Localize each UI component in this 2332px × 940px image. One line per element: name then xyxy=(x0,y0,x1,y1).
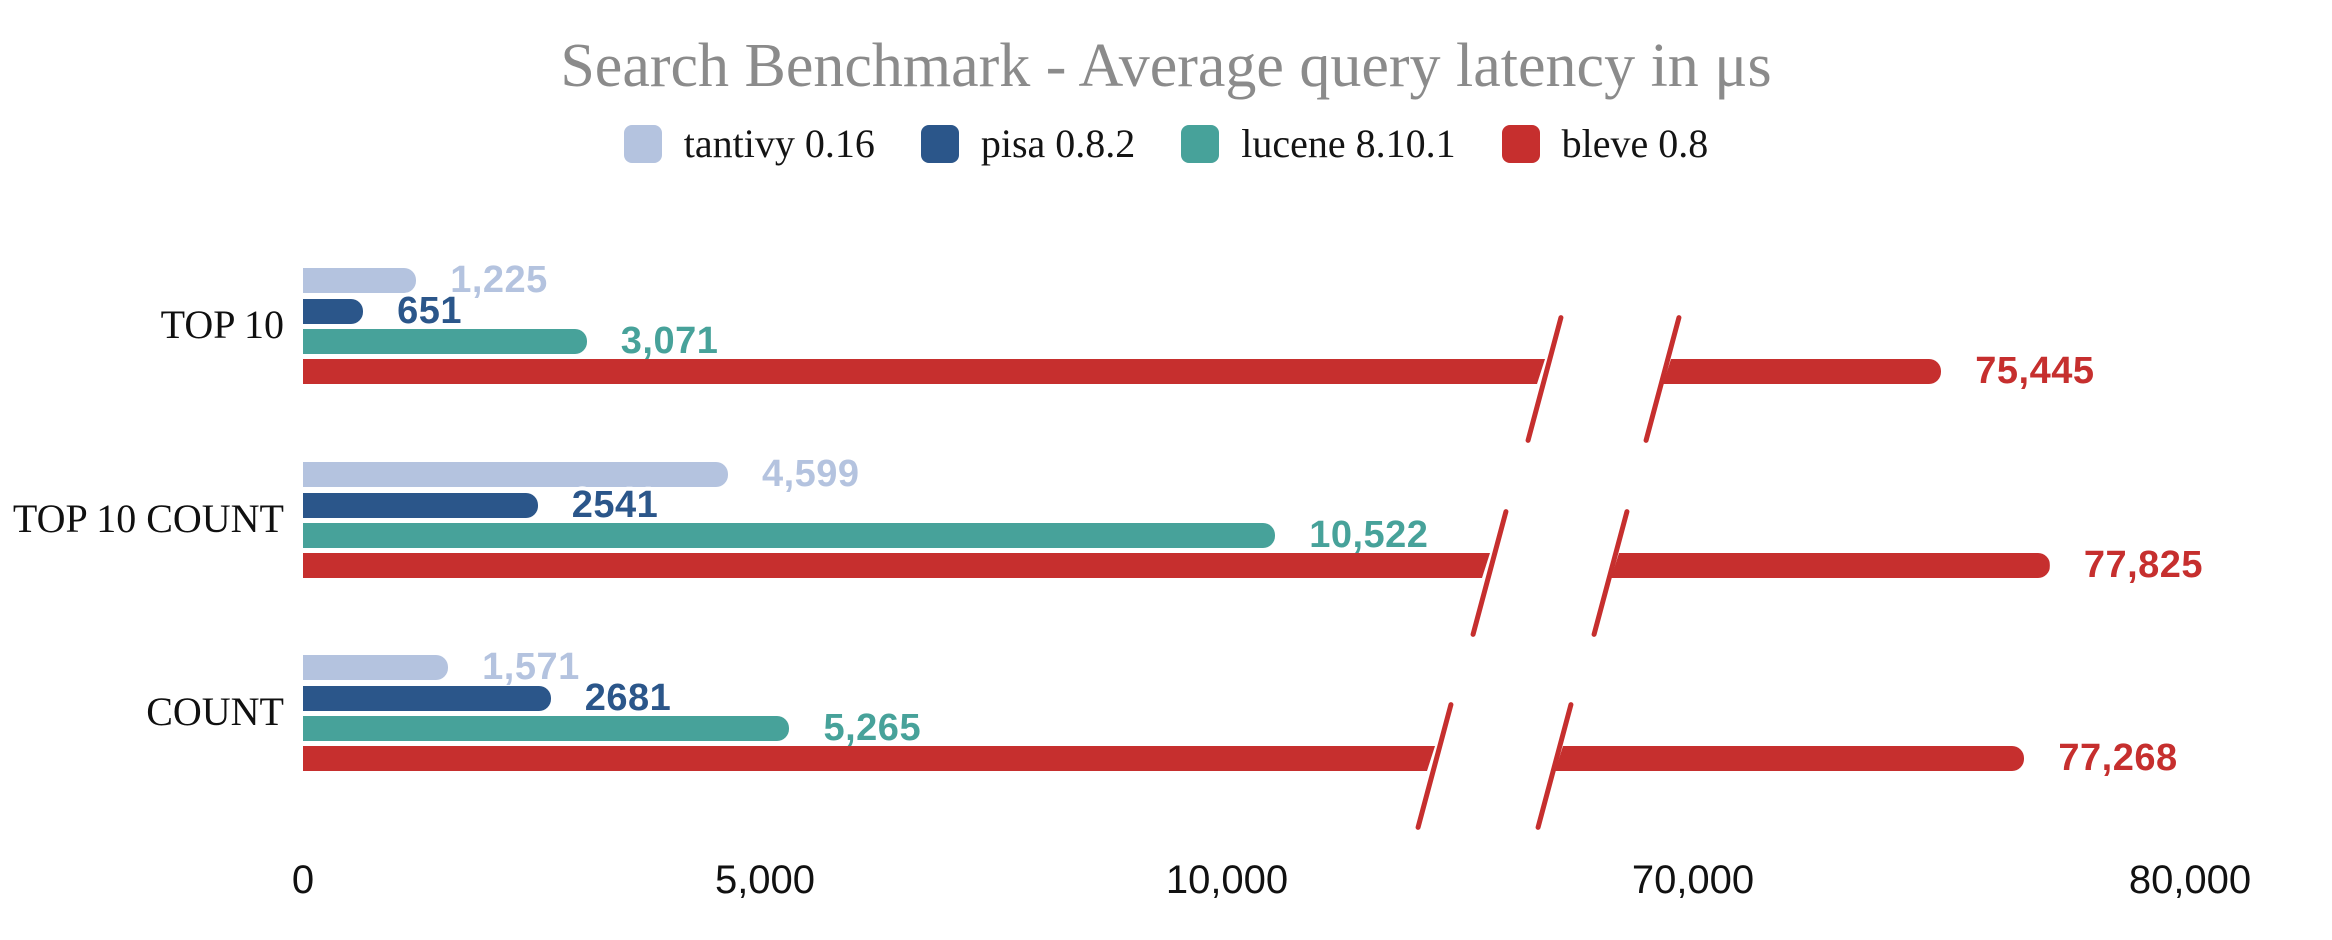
category-label-top-10-count: TOP 10 COUNT xyxy=(12,496,284,541)
legend-label-bleve-0-8: bleve 0.8 xyxy=(1561,121,1709,166)
bar-bleve-0-8-count-segment-1 xyxy=(303,746,1435,771)
bar-tantivy-0-16-top-10 xyxy=(303,268,417,293)
legend-item-tantivy-0-16: tantivy 0.16 xyxy=(623,120,875,167)
bar-bleve-0-8-top-10-count-segment-1 xyxy=(303,553,1490,578)
bar-bleve-0-8-count-segment-2 xyxy=(1555,746,2025,771)
x-tick-5-000: 5,000 xyxy=(714,858,816,902)
bar-pisa-0-8-2-top-10-count xyxy=(303,493,538,518)
value-label-tantivy-0-16-top-10-count: 4,599 xyxy=(761,453,860,495)
value-label-bleve-0-8-count: 77,268 xyxy=(2058,737,2178,779)
value-label-pisa-0-8-2-top-10-count: 2541 xyxy=(571,484,659,526)
bar-bleve-0-8-top-10-segment-1 xyxy=(303,359,1545,384)
value-label-tantivy-0-16-top-10: 1,225 xyxy=(450,259,548,301)
legend-swatch-tantivy-0-16 xyxy=(623,124,662,163)
value-label-bleve-0-8-top-10-count: 77,825 xyxy=(2083,544,2204,586)
value-label-bleve-0-8-top-10: 75,445 xyxy=(1975,350,2095,392)
bar-lucene-8-10-1-top-10-count xyxy=(303,523,1276,548)
legend-item-bleve-0-8: bleve 0.8 xyxy=(1501,120,1709,167)
legend: tantivy 0.16 pisa 0.8.2 lucene 8.10.1 bleve… xyxy=(0,120,2332,167)
bar-bleve-0-8-top-10-segment-2 xyxy=(1663,359,1942,384)
x-tick-80-000: 80,000 xyxy=(2128,858,2252,902)
value-label-lucene-8-10-1-count: 5,265 xyxy=(823,707,922,749)
value-label-pisa-0-8-2-count: 2681 xyxy=(584,677,672,719)
legend-label-lucene-8-10-1: lucene 8.10.1 xyxy=(1241,121,1456,166)
legend-swatch-lucene-8-10-1 xyxy=(1181,124,1220,163)
bar-tantivy-0-16-top-10-count xyxy=(303,462,728,487)
bar-pisa-0-8-2-count xyxy=(303,686,551,711)
bar-tantivy-0-16-count xyxy=(303,655,449,680)
category-label-top-10: TOP 10 xyxy=(160,302,284,347)
legend-item-pisa-0-8-2: pisa 0.8.2 xyxy=(920,120,1136,167)
value-label-tantivy-0-16-count: 1,571 xyxy=(482,646,580,688)
legend-label-tantivy-0-16: tantivy 0.16 xyxy=(683,121,875,166)
bar-lucene-8-10-1-top-10 xyxy=(303,329,587,354)
x-tick-0: 0 xyxy=(291,858,315,902)
value-label-lucene-8-10-1-top-10-count: 10,522 xyxy=(1309,514,1429,556)
bar-pisa-0-8-2-top-10 xyxy=(303,299,364,324)
category-label-count: COUNT xyxy=(146,689,284,734)
bar-lucene-8-10-1-count xyxy=(303,716,790,741)
x-tick-70-000: 70,000 xyxy=(1631,858,1755,902)
chart-title: Search Benchmark - Average query latency… xyxy=(560,32,1772,100)
value-label-lucene-8-10-1-top-10: 3,071 xyxy=(620,320,719,362)
x-tick-10-000: 10,000 xyxy=(1165,858,1289,902)
bar-bleve-0-8-top-10-count-segment-2 xyxy=(1611,553,2050,578)
legend-swatch-pisa-0-8-2 xyxy=(920,124,959,163)
legend-item-lucene-8-10-1: lucene 8.10.1 xyxy=(1181,120,1456,167)
legend-swatch-bleve-0-8 xyxy=(1501,124,1540,163)
value-label-pisa-0-8-2-top-10: 651 xyxy=(397,290,463,332)
legend-label-pisa-0-8-2: pisa 0.8.2 xyxy=(980,121,1136,166)
